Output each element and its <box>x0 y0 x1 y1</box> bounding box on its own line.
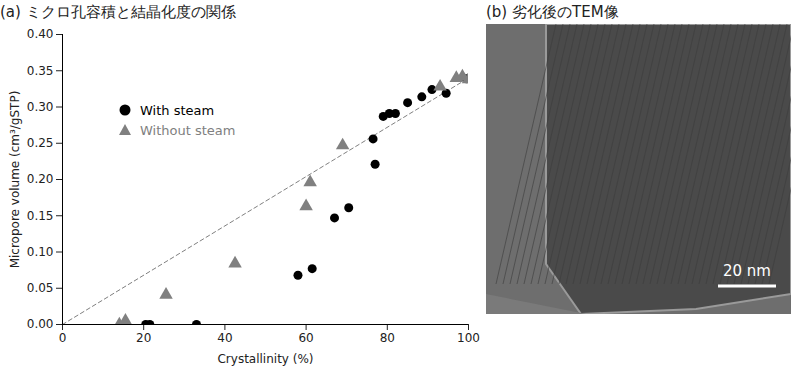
svg-text:100: 100 <box>457 331 480 345</box>
svg-text:0.15: 0.15 <box>27 209 54 223</box>
svg-text:20: 20 <box>136 331 151 345</box>
svg-text:Micropore volume (cm³/gSTP): Micropore volume (cm³/gSTP) <box>8 91 22 269</box>
svg-text:40: 40 <box>217 331 232 345</box>
svg-text:0.00: 0.00 <box>27 317 54 331</box>
svg-text:0.30: 0.30 <box>27 100 54 114</box>
html-text:(b) 劣化後のTEM像: (b) 劣化後のTEM像 <box>486 3 619 21</box>
svg-text:0.35: 0.35 <box>27 64 54 78</box>
svg-text:0.40: 0.40 <box>27 27 54 41</box>
svg-text:80: 80 <box>380 331 395 345</box>
svg-text:60: 60 <box>298 331 313 345</box>
html-text:With steam: With steam <box>140 102 215 118</box>
svg-text:0.10: 0.10 <box>27 245 54 259</box>
svg-text:Crystallinity (%): Crystallinity (%) <box>217 352 313 366</box>
svg-text:20 nm: 20 nm <box>723 262 771 280</box>
svg-text:0.05: 0.05 <box>27 281 54 295</box>
html-text:(a) ミクロ孔容積と結晶化度の関係: (a) ミクロ孔容積と結晶化度の関係 <box>0 3 236 21</box>
svg-text:0.25: 0.25 <box>27 136 54 150</box>
html-text:Without steam: Without steam <box>140 122 236 138</box>
svg-text:0: 0 <box>59 331 67 345</box>
svg-text:0.20: 0.20 <box>27 172 54 186</box>
